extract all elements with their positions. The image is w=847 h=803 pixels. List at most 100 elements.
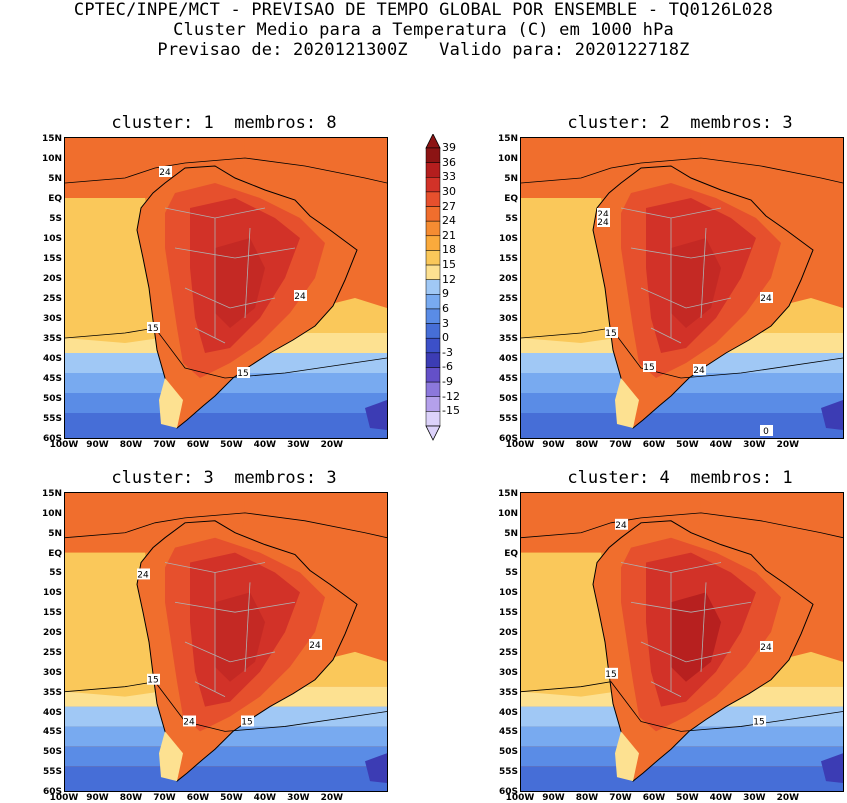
svg-text:0: 0 [763, 427, 769, 437]
lat-tick-label: 40S [498, 707, 518, 718]
svg-text:15: 15 [753, 717, 764, 727]
colorbar-label: -3 [442, 345, 453, 359]
colorbar-swatch [425, 250, 441, 266]
contour-label: 15 [753, 715, 766, 727]
lon-tick-label: 40W [253, 440, 277, 450]
lon-tick-label: 100W [49, 440, 79, 450]
lon-tick-label: 90W [542, 793, 565, 803]
panel-title: cluster: 3 membros: 3 [111, 468, 337, 488]
lon-tick-label: 50W [676, 793, 699, 803]
svg-text:24: 24 [760, 643, 772, 653]
contour-label: 24 [137, 568, 150, 580]
lat-tick-label: 15N [41, 489, 62, 499]
colorbar-swatch [425, 367, 441, 383]
lon-tick-label: 50W [676, 440, 699, 450]
colorbar-swatch [425, 162, 441, 178]
lon-tick-label: 40W [253, 793, 277, 803]
lon-tick-label: 40W [709, 793, 733, 803]
colorbar-swatch [425, 337, 441, 354]
map-area: 24 15 24 24 15 [64, 492, 388, 792]
contour-label: 24 [693, 364, 706, 376]
contour-label: 24 [597, 208, 610, 220]
lon-tick-label: 50W [220, 440, 243, 450]
colorbar-label: 12 [442, 272, 456, 286]
colorbar-label: 39 [442, 141, 456, 154]
contour-label: 15 [241, 715, 254, 727]
lat-tick-label: 40S [498, 354, 518, 364]
lat-tick-label: 35S [498, 334, 518, 344]
lat-tick-label: 60S [42, 787, 62, 797]
lat-tick-label: 15S [498, 254, 518, 264]
lat-tick-label: 45S [498, 374, 518, 384]
panel-title: cluster: 1 membros: 8 [111, 113, 337, 133]
lon-tick-label: 40W [709, 440, 733, 450]
lat-tick-label: 10N [497, 508, 518, 519]
colorbar-label: -9 [442, 375, 453, 389]
title-line-3: Previsao de: 2020121300Z Valido para: 20… [157, 40, 690, 60]
colorbar-swatch [425, 264, 441, 280]
lat-tick-label: 45S [498, 727, 518, 738]
colorbar-label: 21 [442, 228, 456, 242]
temperature-field: 24 15 15 24 [521, 493, 843, 791]
map-area: 24 15 15 24 [64, 137, 388, 439]
lon-tick-label: 100W [505, 793, 535, 803]
colorbar-swatch [425, 177, 441, 193]
lon-tick-label: 80W [119, 440, 143, 450]
svg-text:24: 24 [137, 570, 149, 580]
lat-tick-label: 30S [498, 314, 518, 324]
colorbar-label: 36 [442, 155, 456, 169]
colorbar-swatch [425, 147, 441, 163]
colorbar-swatch [425, 206, 441, 222]
lon-tick-label: 30W [287, 793, 310, 803]
colorbar-label: 18 [442, 243, 456, 257]
lon-tick-label: 80W [575, 440, 599, 450]
contour-label: 24 [294, 290, 307, 302]
colorbar: 39 36 33 30 27 24 21 18 15 12 9 6 3 0 -3 -6 -9 -12 -15 [424, 133, 484, 444]
contour-label: 15 [147, 673, 160, 686]
lat-tick-label: 15S [498, 608, 518, 619]
colorbar-swatch [425, 220, 441, 237]
svg-text:15: 15 [237, 369, 248, 379]
lat-tick-label: EQ [48, 548, 62, 559]
lat-tick-label: 35S [498, 687, 518, 698]
lat-tick-label: 40S [42, 707, 62, 718]
colorbar-label: -15 [442, 404, 460, 418]
lat-tick-label: 15N [497, 134, 518, 144]
lon-tick-label: 20W [320, 793, 344, 803]
contour-label: 15 [237, 367, 250, 379]
lat-tick-label: 55S [498, 414, 518, 424]
contour-label: 15 [605, 327, 618, 339]
colorbar-swatch [425, 279, 441, 295]
title-line-1: CPTEC/INPE/MCT - PREVISAO DE TEMPO GLOBA… [73, 0, 774, 20]
lat-tick-label: 25S [42, 294, 62, 304]
lon-tick-label: 80W [575, 793, 599, 803]
lat-tick-label: 5S [49, 214, 62, 224]
lon-tick-label: 70W [609, 440, 632, 450]
lat-tick-label: 15S [42, 254, 62, 264]
svg-text:24: 24 [760, 294, 772, 304]
contour-label: 24 [159, 166, 172, 178]
lat-tick-label: EQ [504, 194, 518, 204]
lon-tick-label: 60W [186, 793, 210, 803]
svg-text:24: 24 [294, 292, 306, 302]
lon-tick-label: 90W [86, 793, 109, 803]
colorbar-label: -12 [442, 389, 460, 403]
map-area: 24 15 15 24 [520, 492, 844, 792]
colorbar-swatch [425, 294, 441, 310]
lat-tick-label: 60S [498, 434, 518, 444]
lat-tick-label: 35S [42, 334, 62, 344]
panel-title: cluster: 2 membros: 3 [567, 113, 793, 133]
colorbar-label: 30 [442, 184, 456, 198]
lat-tick-label: 30S [42, 667, 62, 678]
lon-tick-label: 80W [119, 793, 143, 803]
contour-label: 24 [760, 292, 773, 304]
lat-tick-label: 25S [498, 647, 518, 658]
svg-text:15: 15 [605, 670, 616, 680]
lon-tick-label: 20W [776, 793, 800, 803]
lat-tick-label: 15N [41, 134, 62, 144]
lat-tick-label: 55S [42, 414, 62, 424]
lat-tick-label: 60S [498, 787, 518, 797]
lat-tick-label: EQ [48, 194, 62, 204]
colorbar-label: 3 [442, 316, 449, 330]
